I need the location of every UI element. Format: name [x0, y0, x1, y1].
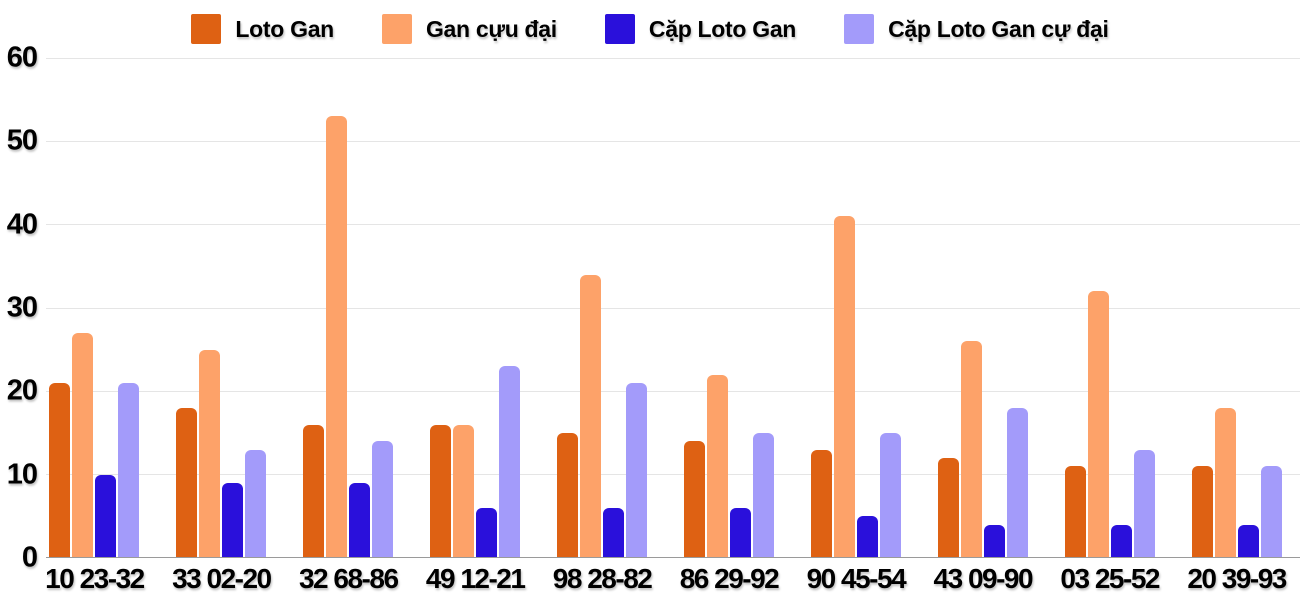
y-tick-label: 40 [6, 208, 38, 241]
y-tick-label: 10 [6, 458, 38, 491]
x-tick-label: 43 09-90 [933, 563, 1034, 594]
bar-series-1-cat-9 [1214, 408, 1236, 558]
legend-swatch-icon [604, 14, 635, 44]
bar-groups [31, 58, 1300, 558]
bar-series-1-cat-4 [580, 274, 602, 558]
gridline-y-30 [46, 307, 1300, 309]
bar-series-3-cat-6 [879, 433, 901, 558]
bar-series-3-cat-5 [752, 433, 774, 558]
bar-series-1-cat-1 [199, 349, 221, 558]
bar-group-0 [31, 58, 158, 558]
legend-label: Cặp Loto Gan cự đại [888, 15, 1109, 42]
y-axis: 0 10 20 30 40 50 60 [0, 43, 38, 572]
bar-series-2-cat-2 [349, 483, 371, 558]
bar-series-2-cat-7 [983, 524, 1005, 558]
gridline-y-60 [46, 57, 1300, 59]
bar-group-2 [285, 58, 412, 558]
bar-series-3-cat-1 [245, 449, 267, 558]
x-tick-label: 32 68-86 [298, 563, 399, 594]
bar-group-3 [412, 58, 539, 558]
legend-item-series-0[interactable]: Loto Gan [191, 14, 334, 44]
bar-series-1-cat-5 [706, 374, 728, 558]
bar-series-1-cat-6 [833, 216, 855, 558]
gridline-y-20 [46, 390, 1300, 392]
legend-item-series-1[interactable]: Gan cựu đại [381, 14, 557, 44]
bar-group-1 [158, 58, 285, 558]
y-tick-label: 20 [6, 374, 38, 407]
x-tick-label: 86 29-92 [679, 563, 780, 594]
bar-series-2-cat-5 [729, 508, 751, 558]
legend-item-series-2[interactable]: Cặp Loto Gan [604, 14, 797, 44]
x-tick-label: 03 25-52 [1060, 563, 1160, 594]
bar-series-0-cat-7 [937, 458, 959, 558]
bar-series-0-cat-2 [303, 424, 325, 558]
x-axis: 10 23-32 33 02-20 32 68-86 49 12-21 98 28-82… [31, 560, 1300, 600]
bar-series-1-cat-3 [453, 424, 475, 558]
legend-label: Gan cựu đại [425, 15, 557, 42]
x-tick-label: 33 02-20 [172, 563, 272, 594]
bar-series-1-cat-8 [1087, 291, 1109, 558]
bar-series-0-cat-5 [683, 441, 705, 558]
bar-group-6 [792, 58, 919, 558]
legend-swatch-icon [191, 14, 222, 44]
bar-series-2-cat-1 [222, 483, 244, 558]
legend-label: Cặp Loto Gan [648, 15, 797, 42]
y-tick-label: 60 [6, 41, 38, 74]
legend-label: Loto Gan [235, 15, 334, 42]
x-tick-label: 49 12-21 [425, 563, 526, 594]
bar-series-3-cat-2 [372, 441, 394, 558]
x-tick-label: 90 45-54 [806, 563, 907, 594]
x-tick-label: 98 28-82 [552, 563, 653, 594]
bar-series-3-cat-4 [626, 383, 648, 558]
bar-series-0-cat-1 [176, 408, 198, 558]
bar-series-2-cat-9 [1237, 524, 1259, 558]
legend-item-series-3[interactable]: Cặp Loto Gan cự đại [844, 14, 1109, 44]
legend-swatch-icon [381, 14, 412, 44]
gridline-y-40 [46, 224, 1300, 226]
bar-series-2-cat-6 [856, 516, 878, 558]
bar-series-2-cat-0 [95, 474, 117, 558]
bar-group-8 [1046, 58, 1173, 558]
gridline-y-50 [46, 140, 1300, 142]
bar-series-1-cat-7 [960, 341, 982, 558]
bar-group-7 [919, 58, 1046, 558]
y-tick-label: 50 [6, 124, 38, 157]
x-tick-label: 20 39-93 [1187, 563, 1287, 594]
bar-series-0-cat-9 [1191, 466, 1213, 558]
bar-series-1-cat-2 [326, 116, 348, 558]
gridline-y-10 [46, 474, 1300, 476]
bar-series-3-cat-9 [1260, 466, 1282, 558]
y-tick-label: 30 [6, 291, 38, 324]
y-tick-label: 0 [21, 541, 38, 574]
bar-series-3-cat-8 [1133, 449, 1155, 558]
bar-series-3-cat-3 [499, 366, 521, 558]
legend: Loto Gan Gan cựu đại Cặp Loto Gan Cặp Loto … [0, 8, 1300, 50]
bar-series-0-cat-4 [557, 433, 579, 558]
legend-swatch-icon [844, 14, 875, 44]
x-tick-label: 10 23-32 [45, 563, 145, 594]
plot-area [31, 57, 1300, 558]
bar-series-0-cat-6 [810, 449, 832, 558]
bar-group-4 [539, 58, 666, 558]
x-axis-line [46, 557, 1300, 558]
bar-group-5 [666, 58, 793, 558]
bar-series-0-cat-0 [49, 383, 71, 558]
bar-group-9 [1173, 58, 1300, 558]
bar-series-2-cat-8 [1110, 524, 1132, 558]
bar-series-2-cat-4 [603, 508, 625, 558]
bar-series-2-cat-3 [476, 508, 498, 558]
bar-series-0-cat-8 [1064, 466, 1086, 558]
bar-series-0-cat-3 [430, 424, 452, 558]
bar-series-3-cat-0 [118, 383, 140, 558]
bar-series-1-cat-0 [72, 333, 94, 558]
bar-series-3-cat-7 [1006, 408, 1028, 558]
